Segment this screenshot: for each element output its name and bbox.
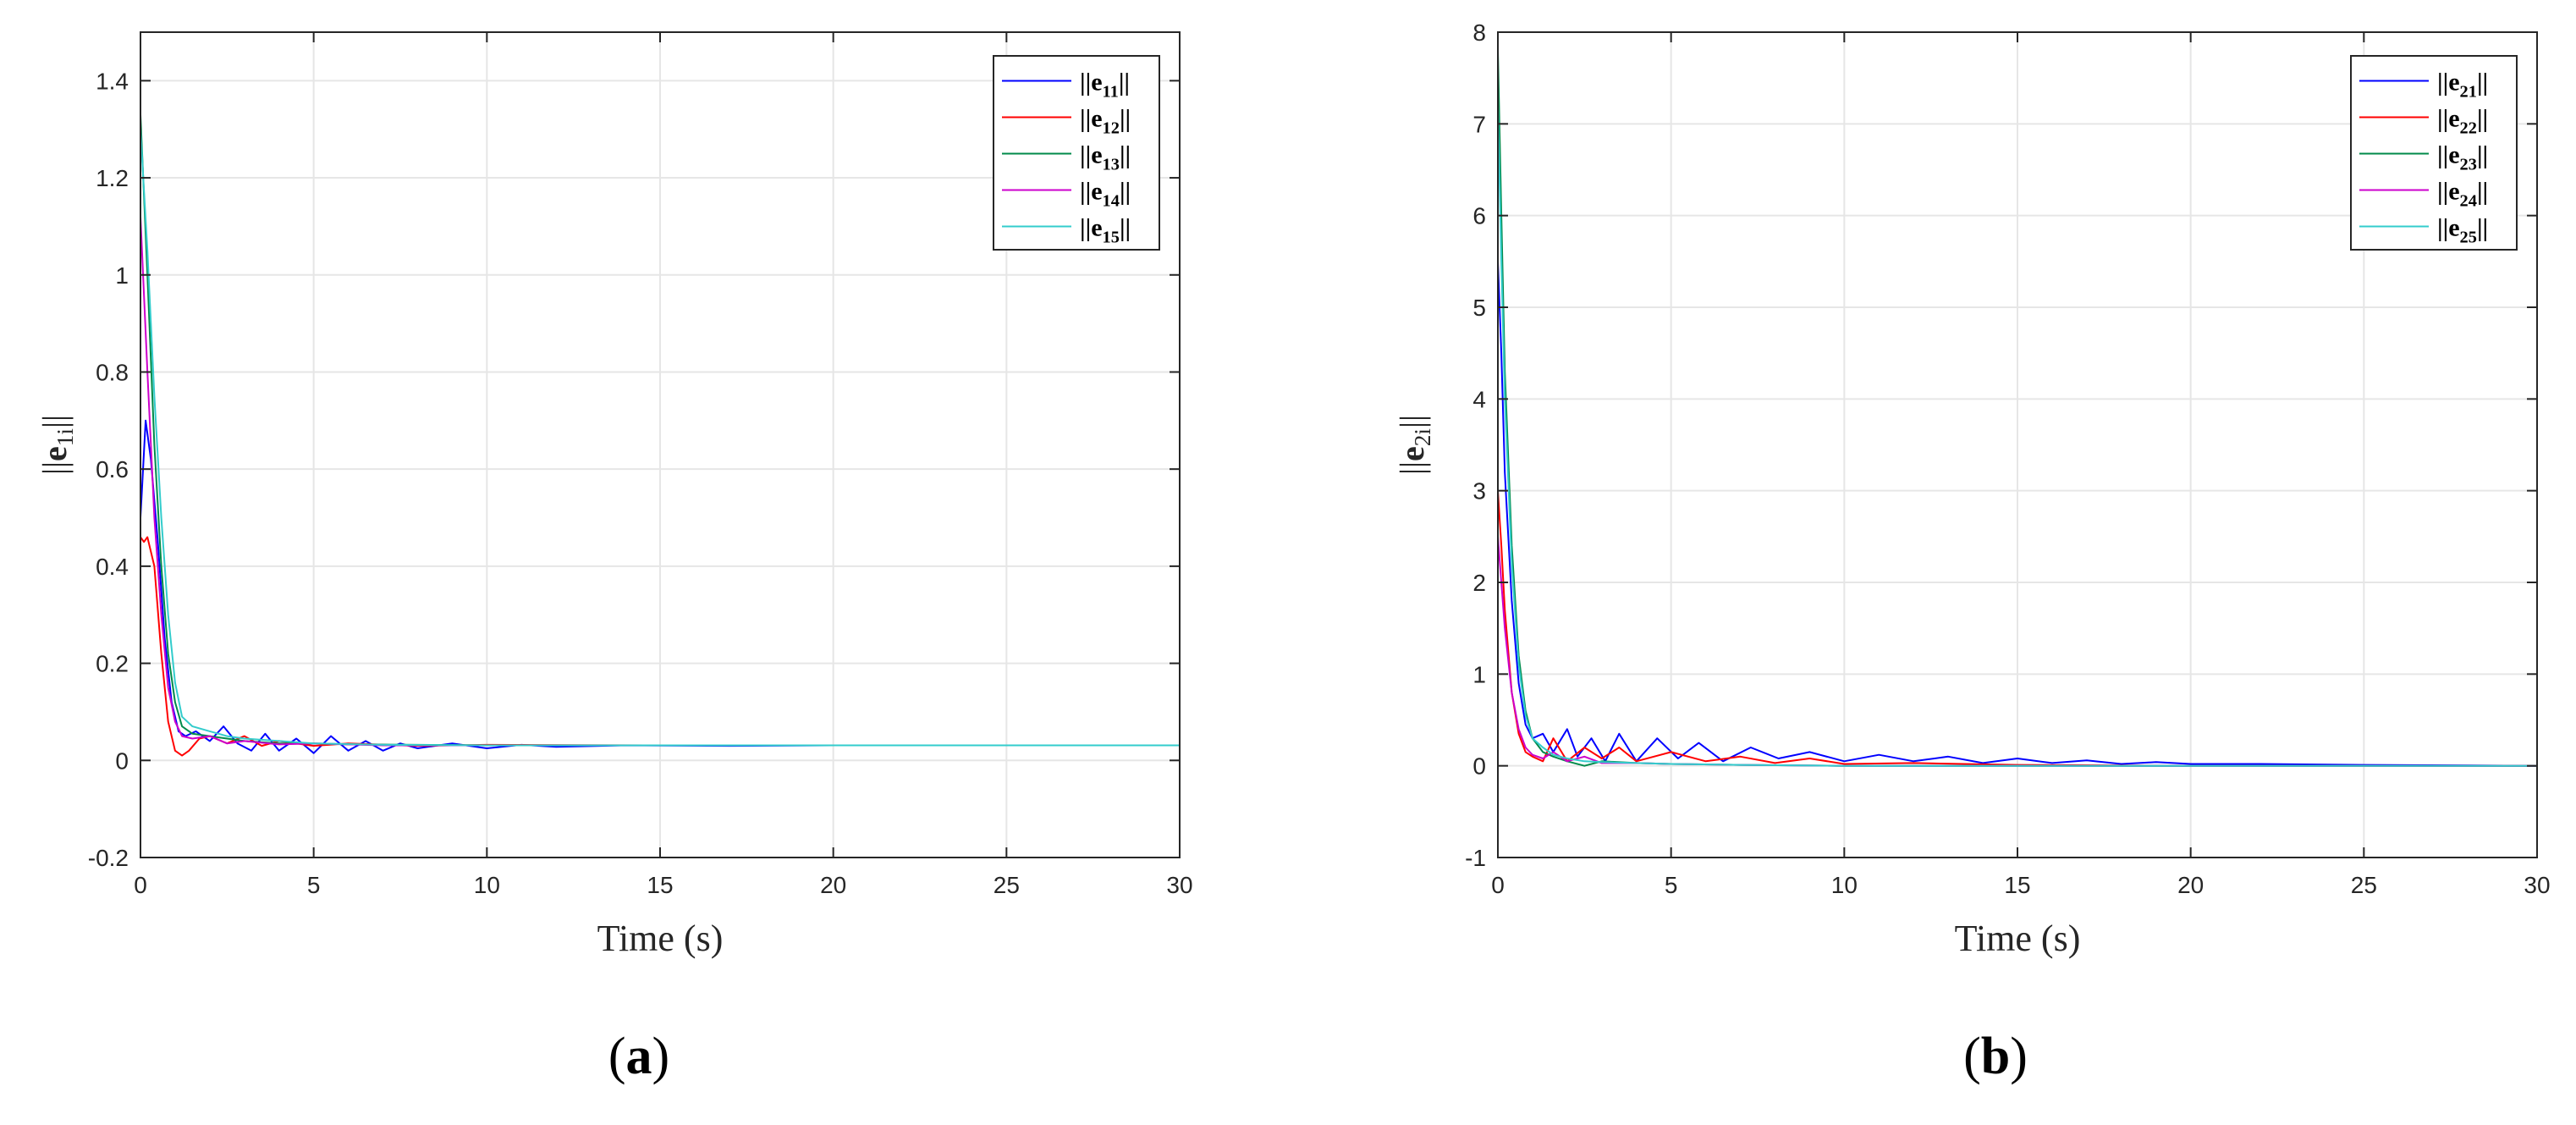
y-tick-label: 3 bbox=[1472, 478, 1486, 505]
y-tick-label: 4 bbox=[1472, 386, 1486, 412]
y-tick-label: 1 bbox=[115, 262, 129, 289]
legend-label-15-base: e bbox=[1091, 214, 1102, 242]
legend-label-25-sub: 25 bbox=[2460, 229, 2477, 247]
y-axis-label-group: ||e1i|| bbox=[36, 415, 78, 475]
y-tick-label: 2 bbox=[1472, 570, 1486, 596]
y-tick-label: 0.2 bbox=[96, 651, 129, 677]
y-tick-label: 0 bbox=[1472, 753, 1486, 780]
x-tick-label: 5 bbox=[307, 872, 321, 898]
y-tick-label: 0.8 bbox=[96, 359, 129, 385]
x-tick-label: 5 bbox=[1665, 872, 1678, 898]
legend-label-23: ||e23|| bbox=[2437, 141, 2488, 174]
legend-label-15-sub: 15 bbox=[1103, 229, 1120, 247]
series-line-22 bbox=[1498, 490, 2537, 767]
y-tick-label: -0.2 bbox=[88, 845, 129, 871]
y-axis-label-group: ||e2i|| bbox=[1393, 415, 1435, 475]
y-tick-label: 0 bbox=[115, 747, 129, 774]
legend-label-11-sub: 11 bbox=[1103, 83, 1119, 102]
chart-panel-a: 0 5 10 15 20 25 30-0.200.20.40.60.811.21.4Time… bbox=[36, 31, 1193, 1085]
series-line-15 bbox=[140, 129, 1180, 747]
x-tick-label: 25 bbox=[2351, 872, 2377, 898]
legend-label-12-sub: 12 bbox=[1103, 119, 1120, 138]
legend-label-24: ||e24|| bbox=[2437, 178, 2488, 211]
legend-label-25-base: e bbox=[2448, 214, 2459, 242]
x-tick-label: 30 bbox=[2524, 872, 2550, 898]
y-axis-label: ||e1i|| bbox=[36, 415, 78, 475]
legend-label-23-sub: 23 bbox=[2460, 156, 2477, 174]
legend-label-24-base: e bbox=[2448, 178, 2459, 206]
y-axis-label-sub: 1i bbox=[52, 428, 78, 447]
legend-label-25: ||e25|| bbox=[2437, 214, 2488, 247]
x-tick-label: 30 bbox=[1166, 872, 1192, 898]
legend: ||e11||||e12||||e13|| ||e14||||e15|| bbox=[993, 55, 1160, 251]
y-tick-label: 8 bbox=[1472, 19, 1486, 46]
x-tick-label: 0 bbox=[1491, 872, 1505, 898]
x-tick-label: 20 bbox=[820, 872, 846, 898]
legend-label-21: ||e21|| bbox=[2437, 69, 2488, 102]
x-tick-label: 20 bbox=[2177, 872, 2204, 898]
x-tick-label: 10 bbox=[474, 872, 500, 898]
y-tick-label: 1.4 bbox=[96, 68, 129, 94]
y-tick-label: 6 bbox=[1472, 203, 1486, 229]
x-axis-label: Time (s) bbox=[1955, 918, 2081, 959]
legend: ||e21||||e22||||e23|| ||e24||||e25|| bbox=[2350, 55, 2518, 251]
legend-label-14-base: e bbox=[1091, 178, 1102, 206]
y-tick-label: 5 bbox=[1472, 295, 1486, 321]
legend-label-13: ||e13|| bbox=[1080, 141, 1131, 174]
x-tick-label: 15 bbox=[2004, 872, 2030, 898]
legend-label-12-base: e bbox=[1091, 105, 1102, 133]
legend-label-24-sub: 24 bbox=[2460, 192, 2477, 211]
legend-label-21-base: e bbox=[2448, 69, 2459, 97]
legend-label-13-sub: 13 bbox=[1103, 156, 1120, 174]
y-tick-label: 0.4 bbox=[96, 554, 129, 580]
y-tick-label: 7 bbox=[1472, 111, 1486, 137]
legend-label-15: ||e15|| bbox=[1080, 214, 1131, 247]
x-tick-label: 15 bbox=[647, 872, 673, 898]
legend-label-14: ||e14|| bbox=[1080, 178, 1131, 211]
y-axis-label: ||e2i|| bbox=[1393, 415, 1435, 475]
panel-label: (a) bbox=[608, 1028, 669, 1085]
legend-label-22-base: e bbox=[2448, 105, 2459, 133]
y-axis-label-base: e bbox=[1393, 446, 1431, 461]
x-tick-label: 0 bbox=[134, 872, 147, 898]
y-tick-label: -1 bbox=[1465, 845, 1486, 871]
y-tick-label: 0.6 bbox=[96, 456, 129, 483]
legend-label-11-base: e bbox=[1091, 69, 1102, 97]
legend-label-22-sub: 22 bbox=[2460, 119, 2477, 138]
y-axis-label-sub: 2i bbox=[1410, 428, 1435, 447]
x-tick-label: 25 bbox=[994, 872, 1020, 898]
legend-label-22: ||e22|| bbox=[2437, 105, 2488, 138]
legend-label-23-base: e bbox=[2448, 141, 2459, 169]
panel-label: (b) bbox=[1963, 1028, 2028, 1085]
legend-label-14-sub: 14 bbox=[1103, 192, 1120, 211]
x-axis-label: Time (s) bbox=[597, 918, 724, 959]
x-tick-label: 10 bbox=[1831, 872, 1858, 898]
y-tick-label: 1.2 bbox=[96, 165, 129, 191]
legend-label-21-sub: 21 bbox=[2460, 83, 2477, 102]
y-axis-label-base: e bbox=[36, 446, 74, 461]
y-tick-label: 1 bbox=[1472, 661, 1486, 687]
legend-label-12: ||e12|| bbox=[1080, 105, 1131, 138]
legend-label-11: ||e11|| bbox=[1080, 69, 1130, 102]
series-line-25 bbox=[1498, 105, 2537, 767]
legend-label-13-base: e bbox=[1091, 141, 1102, 169]
